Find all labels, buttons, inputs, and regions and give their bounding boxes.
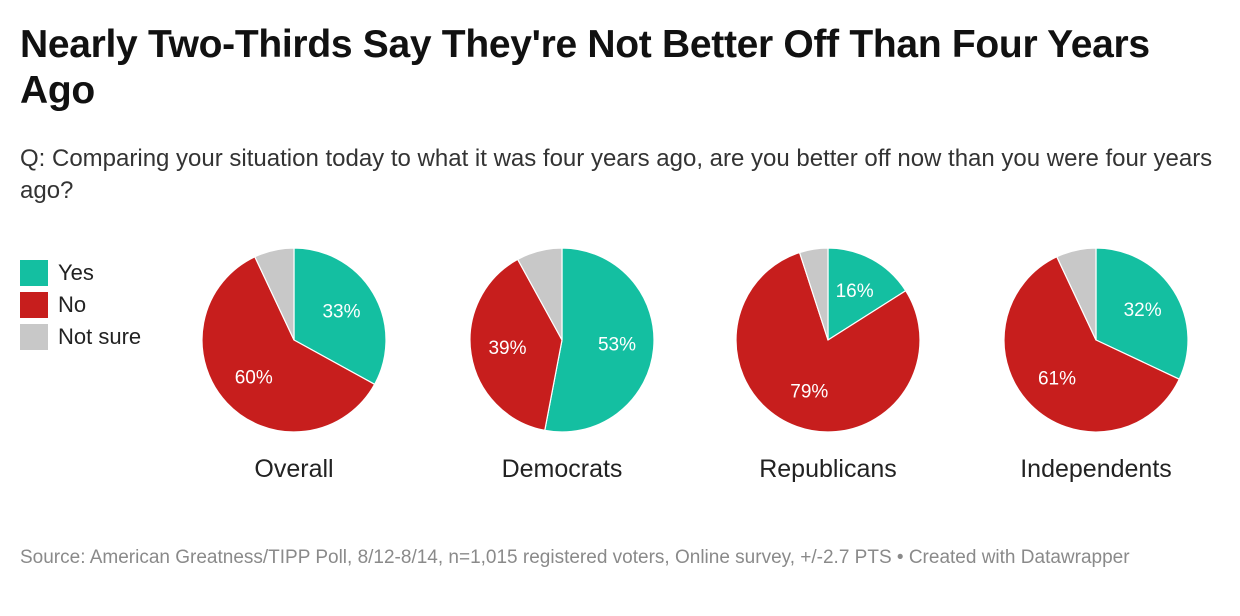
data-label-democrats-yes: 53% <box>598 335 636 356</box>
pie-slice-overall-not-sure <box>254 247 295 341</box>
pie-democrats: 53% 39% Democrats <box>469 247 655 483</box>
legend-item-not-sure: Not sure <box>20 321 141 353</box>
pie-slice-republicans-yes <box>827 247 907 342</box>
pie-slice-democrats-yes <box>544 247 655 433</box>
legend-label-yes: Yes <box>58 260 94 285</box>
pie-slice-independents-no <box>1003 255 1181 433</box>
data-label-republicans-no: 79% <box>790 381 828 402</box>
pie-slice-democrats-not-sure <box>516 247 563 341</box>
data-label-republicans-yes: 16% <box>836 281 874 302</box>
legend-item-no: No <box>20 289 141 321</box>
pie-slice-republicans-not-sure <box>798 247 829 341</box>
chart-subtitle: Q: Comparing your situation today to wha… <box>20 145 1213 204</box>
data-label-overall-no: 60% <box>235 367 273 388</box>
chart-title: Nearly Two-Thirds Say They're Not Better… <box>20 23 1150 112</box>
data-label-independents-yes: 32% <box>1124 300 1162 321</box>
pie-slice-overall-yes <box>293 247 387 386</box>
pie-title-democrats: Democrats <box>502 455 623 483</box>
pie-slice-republicans-no <box>735 251 921 433</box>
pie-slice-democrats-no <box>469 258 563 432</box>
pie-overall: 33% 60% Overall <box>201 247 387 483</box>
legend-item-yes: Yes <box>20 257 141 289</box>
source-note: Source: American Greatness/TIPP Poll, 8/… <box>20 547 1130 568</box>
data-label-independents-no: 61% <box>1038 369 1076 390</box>
legend-swatch-yes <box>20 260 48 286</box>
pie-title-independents: Independents <box>1020 455 1172 483</box>
pie-republicans: 16% 79% Republicans <box>735 247 921 483</box>
pie-slice-independents-not-sure <box>1056 247 1097 341</box>
legend: Yes No Not sure <box>20 257 141 353</box>
pie-title-overall: Overall <box>254 455 333 483</box>
pie-slice-overall-no <box>201 255 376 433</box>
legend-label-not-sure: Not sure <box>58 324 142 349</box>
legend-label-no: No <box>58 292 87 317</box>
data-label-democrats-no: 39% <box>488 338 526 359</box>
legend-swatch-not-sure <box>20 324 48 350</box>
pie-slice-independents-yes <box>1095 247 1189 380</box>
legend-swatch-no <box>20 292 48 318</box>
data-label-overall-yes: 33% <box>322 301 360 322</box>
pie-independents: 32% 61% Independents <box>1003 247 1189 483</box>
pie-title-republicans: Republicans <box>759 455 897 483</box>
